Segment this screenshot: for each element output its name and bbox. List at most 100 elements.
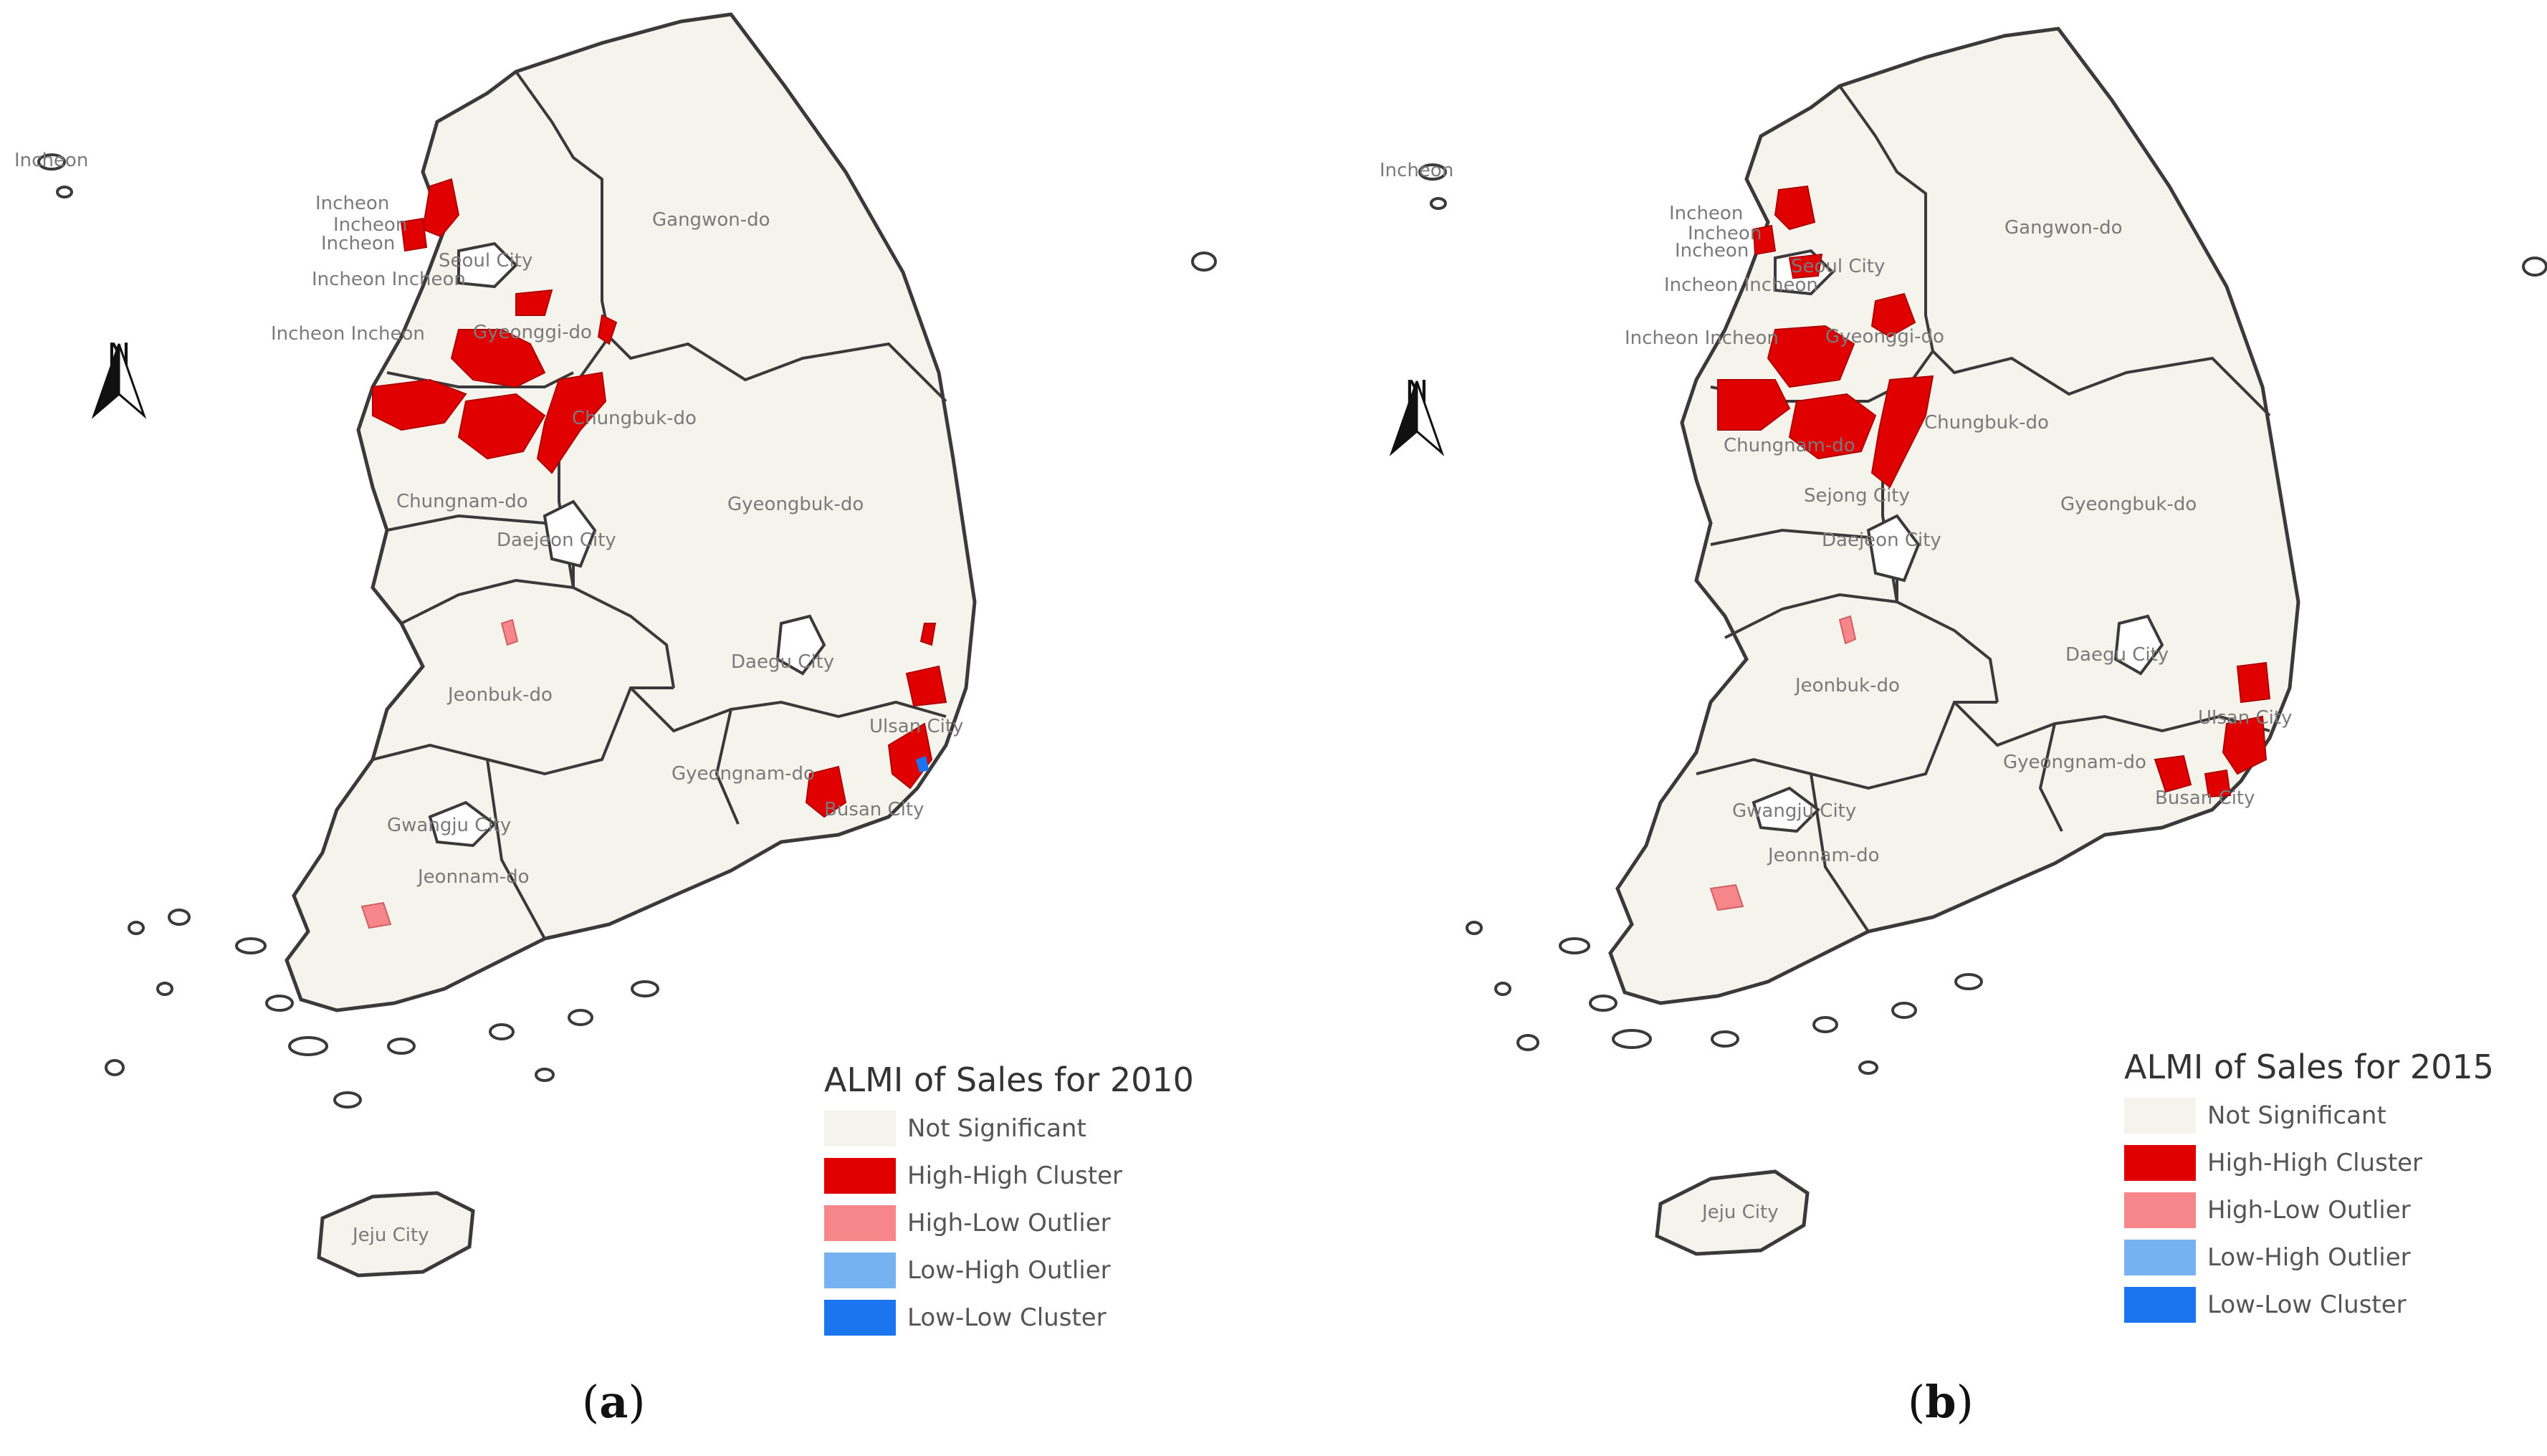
label-gyeongbuk: Gyeongbuk-do — [2060, 494, 2197, 515]
metro-areas — [428, 241, 826, 848]
caption-b: (b) — [1908, 1376, 1974, 1428]
region-labels: Incheon Incheon Incheon Incheon Seoul Ci… — [1380, 160, 2292, 1223]
label-gyeonggi: Gyeonggi-do — [473, 322, 592, 343]
swatch-low-low — [2124, 1287, 2196, 1323]
label-chungbuk: Chungbuk-do — [572, 408, 697, 429]
label-jeonbuk: Jeonbuk-do — [1794, 675, 1900, 696]
jeju-island — [1655, 1169, 1810, 1256]
mainland-outline — [1608, 27, 2300, 1005]
legend-item-high-low: High-Low Outlier — [824, 1205, 1194, 1241]
legend-label: High-High Cluster — [907, 1162, 1123, 1190]
label-gyeongnam: Gyeongnam-do — [672, 763, 815, 785]
label-incheon-6: Incheon Incheon — [271, 323, 425, 345]
north-arrow: N — [90, 337, 148, 419]
label-incheon-4: Incheon — [321, 233, 395, 254]
caption-letter: a — [599, 1376, 629, 1428]
north-arrow-icon — [91, 343, 147, 419]
label-daejeon: Daejeon City — [1822, 530, 1941, 551]
swatch-low-high — [2124, 1240, 2196, 1275]
label-incheon-3: Incheon — [333, 214, 407, 236]
label-incheon-1: Incheon — [14, 150, 88, 171]
label-seoul: Seoul City — [1791, 256, 1885, 277]
metro-areas — [1752, 249, 2164, 833]
region-labels: Incheon Incheon Incheon Incheon Seoul Ci… — [14, 150, 963, 1246]
legend-title: ALMI of Sales for 2015 — [2124, 1048, 2494, 1086]
high-low-outliers — [1709, 615, 1857, 911]
mainland-outline — [285, 12, 977, 1012]
label-chungnam: Chungnam-do — [1724, 435, 1855, 456]
label-incheon-6: Incheon Incheon — [1625, 327, 1779, 349]
label-sejong: Sejong City — [1804, 485, 1910, 507]
legend-label: High-Low Outlier — [2207, 1196, 2411, 1225]
north-arrow: N — [1388, 374, 1445, 456]
korea-map-2015: Incheon Incheon Incheon Incheon Seoul Ci… — [1380, 27, 2547, 1256]
legend-item-low-high: Low-High Outlier — [2124, 1240, 2494, 1275]
legend-2010: ALMI of Sales for 2010 Not Significant H… — [824, 1060, 1194, 1336]
swatch-high-low — [824, 1205, 896, 1241]
islands — [37, 153, 1217, 1108]
label-seoul: Seoul City — [439, 250, 532, 272]
legend-2015: ALMI of Sales for 2015 Not Significant H… — [2124, 1048, 2494, 1323]
label-gangwon: Gangwon-do — [2004, 217, 2123, 239]
label-daejeon: Daejeon City — [497, 530, 616, 551]
label-jeonnam: Jeonnam-do — [416, 866, 530, 888]
korea-map-2010: Incheon Incheon Incheon Incheon Seoul Ci… — [14, 12, 1217, 1278]
low-low-cluster — [916, 756, 929, 772]
label-ulsan: Ulsan City — [2198, 707, 2292, 729]
legend-label: Low-Low Cluster — [907, 1303, 1107, 1332]
legend-label: Not Significant — [2207, 1101, 2386, 1130]
label-gwangju: Gwangju City — [1732, 800, 1856, 822]
swatch-high-high — [2124, 1145, 2196, 1181]
legend-item-low-high: Low-High Outlier — [824, 1253, 1194, 1288]
legend-item-not-significant: Not Significant — [2124, 1098, 2494, 1134]
label-busan: Busan City — [2155, 787, 2255, 809]
label-chungbuk: Chungbuk-do — [1924, 412, 2049, 434]
high-high-clusters — [1717, 185, 2271, 798]
caption-letter: b — [1925, 1376, 1956, 1428]
label-incheon-4: Incheon — [1675, 240, 1749, 262]
label-chungnam: Chungnam-do — [396, 491, 528, 512]
high-high-clusters — [372, 178, 947, 818]
caption-a: (a) — [582, 1376, 646, 1428]
legend-item-high-high: High-High Cluster — [824, 1158, 1194, 1194]
legend-title: ALMI of Sales for 2010 — [824, 1060, 1194, 1099]
legend-label: Low-High Outlier — [2207, 1243, 2411, 1272]
legend-label: High-High Cluster — [2207, 1149, 2423, 1177]
legend-item-low-low: Low-Low Cluster — [824, 1300, 1194, 1336]
islands — [1418, 163, 2547, 1075]
jeju-island — [317, 1191, 475, 1278]
label-gwangju: Gwangju City — [387, 815, 511, 836]
swatch-low-low — [824, 1300, 896, 1336]
legend-item-high-high: High-High Cluster — [2124, 1145, 2494, 1181]
label-gyeongnam: Gyeongnam-do — [2003, 752, 2146, 773]
label-incheon-2: Incheon — [315, 193, 389, 214]
label-daegu: Daegu City — [731, 651, 834, 673]
label-gyeonggi: Gyeonggi-do — [1825, 326, 1944, 348]
swatch-high-low — [2124, 1192, 2196, 1228]
label-ulsan: Ulsan City — [869, 716, 963, 737]
label-incheon-2: Incheon — [1669, 203, 1743, 224]
legend-item-low-low: Low-Low Cluster — [2124, 1287, 2494, 1323]
legend-item-high-low: High-Low Outlier — [2124, 1192, 2494, 1228]
legend-label: High-Low Outlier — [907, 1209, 1111, 1237]
label-gyeongbuk: Gyeongbuk-do — [727, 494, 864, 515]
legend-label: Low-Low Cluster — [2207, 1290, 2407, 1319]
label-incheon-5: Incheon Incheon — [312, 269, 466, 290]
label-gangwon: Gangwon-do — [652, 209, 770, 231]
label-jeju: Jeju City — [1701, 1202, 1779, 1223]
legend-label: Not Significant — [907, 1114, 1086, 1143]
label-jeonnam: Jeonnam-do — [1767, 845, 1880, 866]
label-incheon-5: Incheon Incheon — [1664, 274, 1818, 296]
legend-label: Low-High Outlier — [907, 1256, 1111, 1285]
label-busan: Busan City — [824, 799, 924, 820]
high-low-outliers — [360, 618, 519, 929]
swatch-high-high — [824, 1158, 896, 1194]
swatch-not-significant — [824, 1111, 896, 1146]
label-jeonbuk: Jeonbuk-do — [446, 684, 553, 706]
legend-item-not-significant: Not Significant — [824, 1111, 1194, 1146]
label-incheon-1: Incheon — [1380, 160, 1453, 181]
swatch-not-significant — [2124, 1098, 2196, 1134]
map-panel-b: Incheon Incheon Incheon Incheon Seoul Ci… — [1274, 0, 2547, 1456]
label-jeju: Jeju City — [351, 1225, 429, 1246]
label-daegu: Daegu City — [2065, 644, 2169, 666]
